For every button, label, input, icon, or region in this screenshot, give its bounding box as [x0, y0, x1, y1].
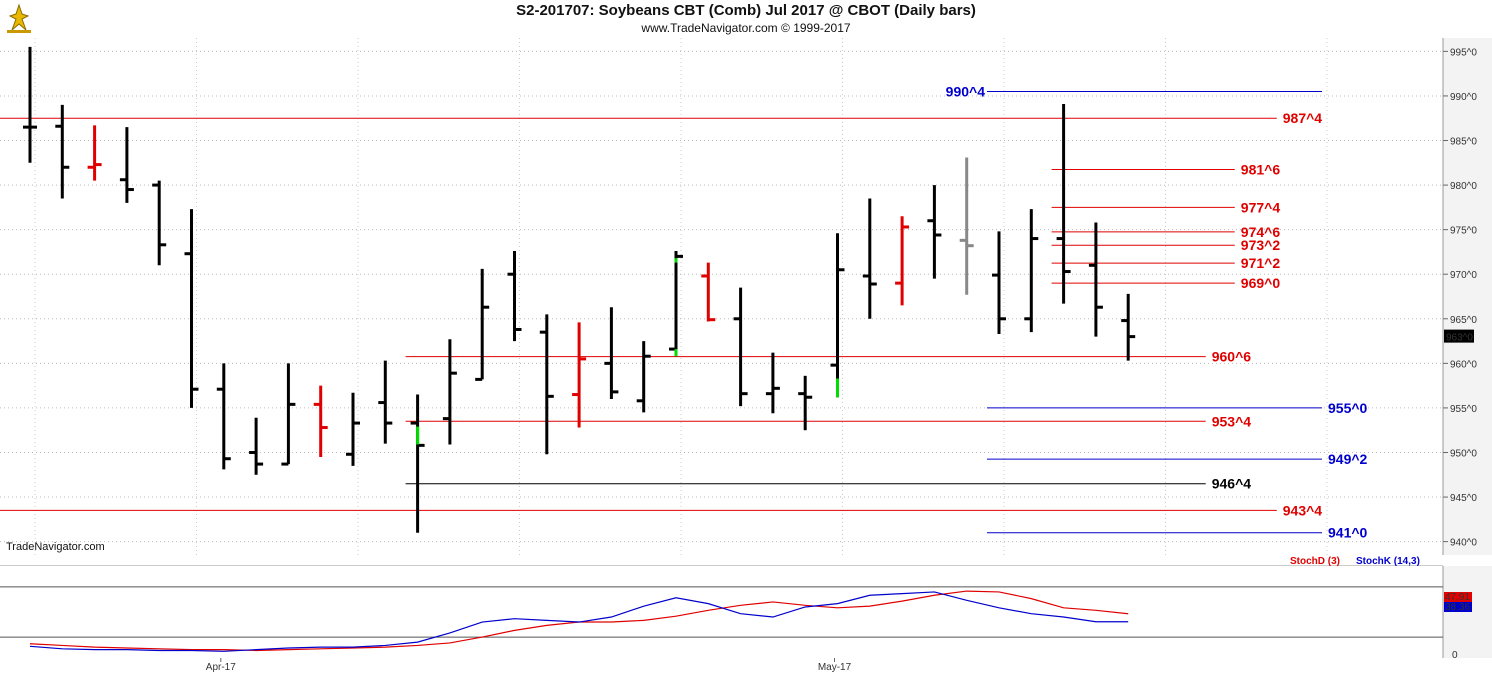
- ohlc-bar: [1121, 293, 1136, 361]
- date-axis: [0, 658, 1492, 677]
- y-tick-label: 960^0: [1450, 359, 1477, 370]
- level-label: 946^4: [1212, 476, 1252, 492]
- chart-subtitle: www.TradeNavigator.com © 1999-2017: [641, 21, 851, 35]
- y-tick-label: 945^0: [1450, 493, 1477, 504]
- ohlc-bar: [1024, 209, 1039, 333]
- indicator-legend: StochD (3) StochK (14,3): [1290, 556, 1420, 567]
- ind-last-label: 38.36: [1445, 602, 1470, 613]
- level-label: 955^0: [1328, 400, 1368, 416]
- y-tick-label: 965^0: [1450, 315, 1477, 326]
- level-label: 949^2: [1328, 451, 1368, 467]
- ohlc-bar: [862, 198, 877, 319]
- chart-title: S2-201707: Soybeans CBT (Comb) Jul 2017 …: [516, 2, 976, 19]
- y-tick-label: 970^0: [1450, 270, 1477, 281]
- title-bar: S2-201707: Soybeans CBT (Comb) Jul 2017 …: [0, 0, 1492, 38]
- ohlc-bar: [1088, 222, 1103, 337]
- level-label: 974^6: [1241, 224, 1281, 240]
- y-tick-label: 990^0: [1450, 92, 1477, 103]
- x-tick-label: Apr-17: [206, 662, 236, 673]
- ohlc-bar: [378, 360, 393, 444]
- ohlc-bar: [313, 385, 328, 457]
- ohlc-bar: [1056, 103, 1071, 304]
- legend-entry: StochK (14,3): [1356, 556, 1420, 567]
- ohlc-bar: [830, 233, 845, 398]
- last-price-label: 963^0: [1446, 333, 1473, 344]
- x-tick-label: May-17: [818, 662, 852, 673]
- ohlc-bar: [733, 287, 748, 407]
- ohlc-bar: [927, 185, 942, 279]
- ind-last-label: 47.91: [1445, 592, 1470, 603]
- ohlc-bar: [669, 251, 683, 357]
- ohlc-bar: [895, 216, 910, 306]
- y-tick-label: 940^0: [1450, 538, 1477, 549]
- indicator-plot-area[interactable]: [0, 566, 1443, 658]
- ind-tick-label: 0: [1452, 650, 1458, 661]
- level-label: 969^0: [1241, 275, 1281, 291]
- ind-last-box: [1444, 602, 1472, 612]
- ohlc-bar: [475, 268, 490, 381]
- watermark: TradeNavigator.com: [6, 541, 105, 553]
- ohlc-bar: [216, 363, 231, 470]
- ohlc-bar: [798, 375, 813, 431]
- level-label: 953^4: [1212, 413, 1252, 429]
- level-label: 973^2: [1241, 237, 1281, 253]
- ohlc-bar: [604, 307, 619, 400]
- price-axis-panel[interactable]: [1443, 38, 1492, 555]
- stochk-line: [29, 591, 1129, 652]
- ohlc-bar: [539, 314, 554, 455]
- ohlc-bar: [701, 262, 716, 322]
- ohlc-bar: [184, 209, 199, 408]
- level-label: 977^4: [1241, 199, 1281, 215]
- y-tick-label: 950^0: [1450, 448, 1477, 459]
- ohlc-bar: [992, 231, 1006, 334]
- level-label: 990^4: [946, 83, 986, 99]
- y-tick-label: 955^0: [1450, 404, 1477, 415]
- trade-navigator-logo-icon[interactable]: [2, 2, 36, 36]
- y-tick-label: 995^0: [1450, 47, 1477, 58]
- level-label: 941^0: [1328, 525, 1368, 541]
- ohlc-bar: [410, 394, 425, 533]
- ohlc-bar: [281, 363, 296, 466]
- y-tick-label: 980^0: [1450, 181, 1477, 192]
- main-plot-area[interactable]: [0, 38, 1443, 555]
- indicator-grid: [0, 586, 1443, 638]
- ohlc-bar: [119, 127, 134, 203]
- ohlc-bar: [765, 352, 780, 414]
- level-label: 960^6: [1212, 349, 1252, 365]
- ohlc-bar: [636, 341, 651, 413]
- ohlc-bar: [507, 251, 522, 342]
- ohlc-bar: [346, 392, 360, 466]
- level-label: 981^6: [1241, 161, 1281, 177]
- ohlc-bar: [442, 339, 457, 445]
- level-label: 943^4: [1283, 502, 1323, 518]
- level-label: 971^2: [1241, 255, 1281, 271]
- y-tick-label: 975^0: [1450, 226, 1477, 237]
- horizontal-grid: [0, 50, 1443, 543]
- ohlc-bar: [572, 322, 587, 428]
- y-tick-label: 985^0: [1450, 137, 1477, 148]
- level-label: 987^4: [1283, 110, 1323, 126]
- legend-entry: StochD (3): [1290, 556, 1340, 567]
- ohlc-bar: [152, 180, 167, 266]
- date-axis-labels: Apr-17 May-17: [206, 658, 852, 673]
- ind-last-box: [1444, 592, 1472, 602]
- price-axis: 995^0 990^0 985^0 980^0 975^0 970^0 965^0 960^0…: [1443, 47, 1477, 549]
- stochastic-lines: [29, 590, 1129, 652]
- ohlc-bar: [959, 157, 974, 295]
- ohlc-bar: [249, 417, 264, 475]
- ohlc-bar: [87, 125, 102, 181]
- ohlc-bar: [23, 46, 37, 163]
- last-price-box: [1444, 329, 1474, 343]
- ohlc-bars: [23, 46, 1136, 533]
- indicator-separator: [0, 555, 1492, 565]
- ohlc-bar: [55, 104, 70, 199]
